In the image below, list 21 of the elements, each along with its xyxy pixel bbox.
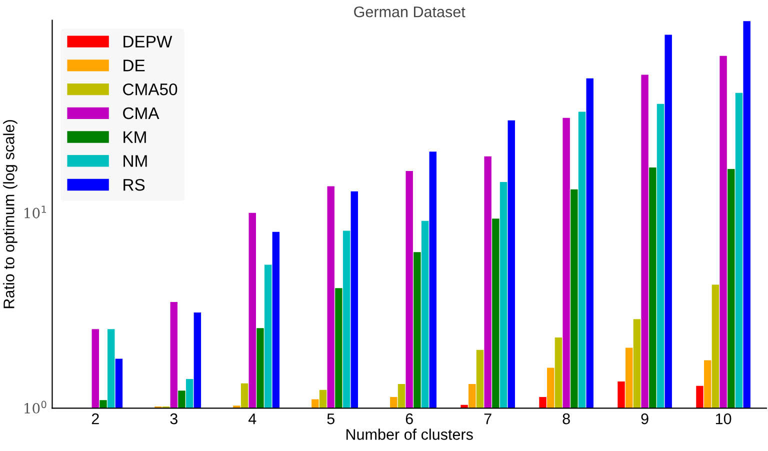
legend-label: RS bbox=[124, 178, 145, 191]
y-axis-title: Ratio to optimum (log scale) bbox=[3, 120, 18, 308]
legend-label: NM bbox=[124, 155, 147, 167]
x-tick-label: 10 bbox=[716, 413, 732, 424]
y-tick-label: 10$^{0}$ bbox=[24, 400, 46, 414]
x-tick-label: 2 bbox=[92, 413, 99, 424]
x-tick-label: 4 bbox=[248, 414, 256, 424]
x-tick-label: 8 bbox=[562, 413, 570, 424]
x-tick-label: 6 bbox=[406, 413, 413, 424]
legend-label: DEPW bbox=[124, 36, 172, 48]
x-tick-label: 5 bbox=[327, 414, 334, 424]
legend-label: KM bbox=[124, 131, 146, 143]
x-tick-label: 7 bbox=[484, 414, 492, 424]
x-tick-label: 3 bbox=[170, 413, 178, 424]
x-tick-label: 9 bbox=[641, 413, 648, 424]
y-tick-label: 10$^{1}$ bbox=[24, 206, 46, 218]
chart-title: German Dataset bbox=[354, 6, 466, 18]
legend-label: CMA bbox=[123, 107, 160, 120]
x-axis-title: Number of clusters bbox=[346, 428, 473, 440]
legend-label: CMA50 bbox=[123, 83, 178, 96]
legend-label: DE bbox=[124, 60, 145, 72]
